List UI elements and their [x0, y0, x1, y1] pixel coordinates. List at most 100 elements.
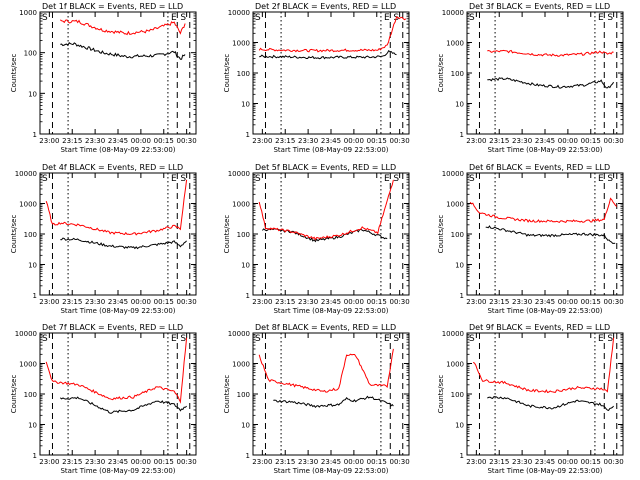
series-black-line — [259, 49, 397, 60]
series-red-line — [258, 348, 394, 393]
y-tick-label: 1000 — [232, 361, 250, 369]
chart-title: Det 2f BLACK = Events, RED = LLD — [255, 2, 396, 11]
y-tick-label: 1 — [33, 131, 37, 139]
y-tick-label: 10 — [455, 422, 464, 430]
y-tick-label: 10 — [241, 262, 250, 270]
series-black-line — [60, 42, 186, 60]
y-tick-label: 10 — [455, 262, 464, 270]
x-tick-label: 23:15 — [489, 458, 509, 466]
plot-frame — [466, 11, 624, 135]
x-axis-label: Start Time (08-May-09 22:53:00) — [60, 146, 175, 154]
plot-frame — [252, 332, 410, 456]
marker-e: E — [171, 13, 177, 23]
y-tick-label: 100 — [237, 391, 250, 399]
series-red-line — [45, 179, 188, 236]
x-tick-label: 00:15 — [581, 137, 601, 145]
chart-title: Det 1f BLACK = Events, RED = LLD — [42, 2, 183, 11]
x-tick-label: 23:00 — [252, 137, 272, 145]
y-tick-label: 1000 — [19, 361, 37, 369]
chart-title: Det 6f BLACK = Events, RED = LLD — [469, 163, 610, 172]
series-black-line — [487, 77, 615, 89]
y-tick-label: 10 — [28, 262, 37, 270]
y-tick-label: 1000 — [232, 201, 250, 209]
y-axis-label: Counts/sec — [223, 215, 231, 254]
x-tick-label: 23:45 — [535, 458, 555, 466]
x-axis-label: Start Time (08-May-09 22:53:00) — [60, 467, 175, 475]
y-tick-label: 10 — [28, 90, 37, 98]
x-tick-label: 23:15 — [62, 458, 82, 466]
y-tick-label: 1 — [33, 292, 37, 300]
x-tick-label: 00:30 — [177, 298, 197, 306]
series-black-line — [59, 396, 187, 414]
marker-s-start: S — [469, 13, 475, 23]
plot-frame — [466, 172, 624, 296]
x-tick-label: 00:15 — [154, 298, 174, 306]
x-tick-label: 23:30 — [298, 458, 318, 466]
x-tick-label: 23:30 — [512, 458, 532, 466]
y-tick-label: 1000 — [446, 361, 464, 369]
x-tick-label: 23:00 — [252, 458, 272, 466]
chart-panel-7: Det 7f BLACK = Events, RED = LLD 1 10 100 10… — [10, 323, 197, 475]
x-tick-label: 23:15 — [489, 298, 509, 306]
x-axis-label: Start Time (08-May-09 22:53:00) — [487, 307, 602, 315]
y-tick-label: 100 — [451, 231, 464, 239]
x-tick-label: 23:45 — [321, 458, 341, 466]
x-tick-label: 23:30 — [85, 458, 105, 466]
y-tick-label: 1000 — [446, 40, 464, 48]
plot-frame — [39, 172, 197, 296]
marker-s-start: S — [255, 174, 261, 184]
series-black-line — [487, 395, 614, 411]
x-tick-label: 23:15 — [62, 298, 82, 306]
y-tick-label: 1000 — [232, 40, 250, 48]
y-axis-label: Counts/sec — [10, 215, 18, 254]
marker-e: E — [598, 13, 604, 23]
x-tick-label: 23:15 — [275, 458, 295, 466]
y-tick-label: 1 — [460, 452, 464, 460]
series-red-line — [258, 179, 394, 241]
x-tick-label: 00:00 — [131, 298, 151, 306]
x-axis-label: Start Time (08-May-09 22:53:00) — [487, 146, 602, 154]
x-tick-label: 23:45 — [321, 137, 341, 145]
chart-title: Det 8f BLACK = Events, RED = LLD — [255, 323, 396, 332]
y-tick-label: 1 — [460, 292, 464, 300]
y-tick-label: 10000 — [15, 170, 37, 178]
y-tick-label: 1 — [246, 131, 250, 139]
y-axis-label: Counts/sec — [437, 215, 445, 254]
x-tick-label: 00:00 — [131, 458, 151, 466]
x-tick-label: 23:00 — [252, 298, 272, 306]
x-axis-label: Start Time (08-May-09 22:53:00) — [60, 307, 175, 315]
plot-frame — [39, 11, 197, 135]
y-tick-label: 10000 — [228, 170, 250, 178]
chart-title: Det 4f BLACK = Events, RED = LLD — [42, 163, 183, 172]
y-tick-label: 1 — [33, 452, 37, 460]
y-tick-label: 100 — [237, 231, 250, 239]
x-tick-label: 00:00 — [344, 458, 364, 466]
x-tick-label: 00:00 — [558, 137, 578, 145]
x-tick-label: 23:00 — [39, 137, 59, 145]
marker-s-start: S — [255, 13, 261, 23]
chart-title: Det 9f BLACK = Events, RED = LLD — [469, 323, 610, 332]
y-tick-label: 1 — [460, 131, 464, 139]
x-tick-label: 00:15 — [581, 458, 601, 466]
marker-s-end: S — [180, 334, 186, 344]
plot-frame — [466, 332, 624, 456]
y-tick-label: 1000 — [19, 9, 37, 17]
marker-s-end: S — [180, 13, 186, 23]
x-tick-label: 23:30 — [512, 137, 532, 145]
marker-s-start: S — [255, 334, 261, 344]
x-tick-label: 23:30 — [298, 137, 318, 145]
x-tick-label: 00:00 — [558, 458, 578, 466]
marker-s-end: S — [607, 13, 613, 23]
y-tick-label: 1 — [246, 292, 250, 300]
x-tick-label: 00:30 — [177, 137, 197, 145]
x-tick-label: 23:15 — [62, 137, 82, 145]
x-tick-label: 00:00 — [131, 137, 151, 145]
marker-e: E — [384, 334, 390, 344]
series-red-line — [45, 337, 188, 404]
x-tick-label: 23:15 — [489, 137, 509, 145]
series-black-line — [262, 228, 388, 243]
chart-panel-6: Det 6f BLACK = Events, RED = LLD 1 10 100 10… — [437, 163, 624, 315]
series-red-line — [472, 337, 615, 394]
series-black-line — [485, 225, 616, 244]
